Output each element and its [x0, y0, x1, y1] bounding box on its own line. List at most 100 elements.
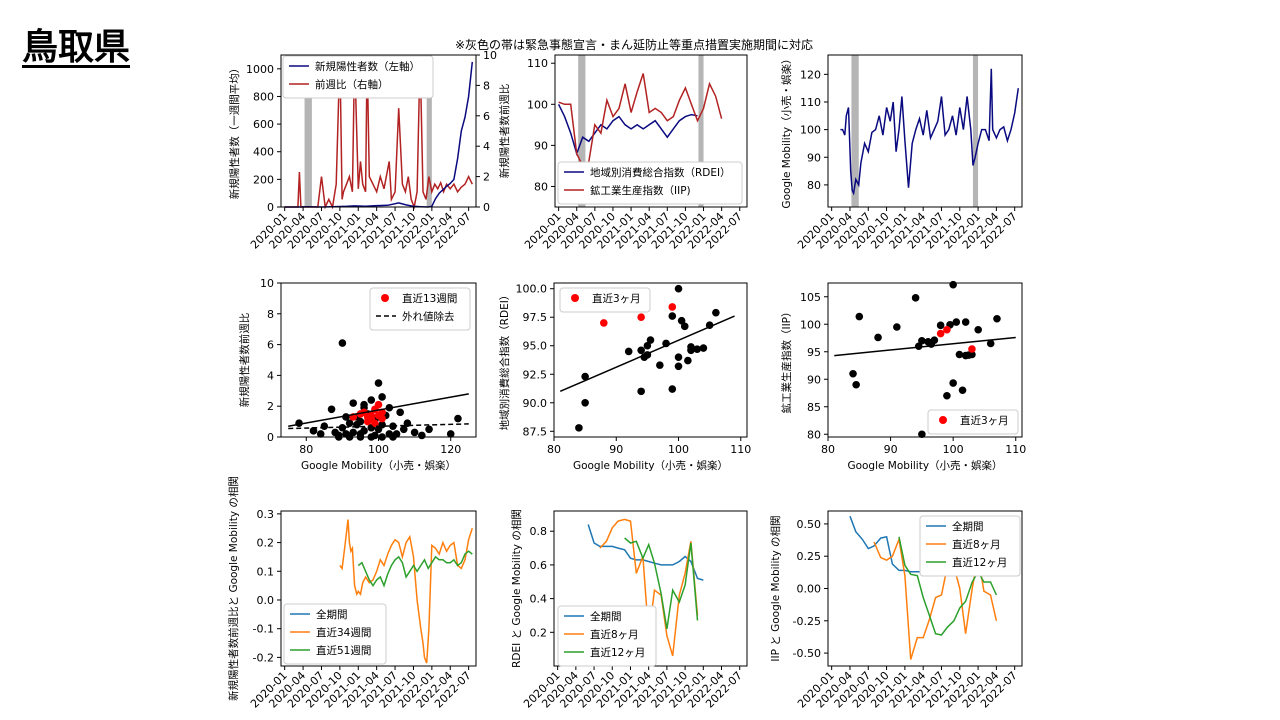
y2-tick-label: 8 — [483, 79, 490, 92]
point — [961, 318, 970, 326]
y2-tick-label: 10 — [483, 49, 497, 62]
y-tick-label: -0.25 — [793, 615, 821, 628]
point — [986, 339, 995, 348]
point — [668, 312, 677, 320]
point — [849, 369, 857, 378]
point — [396, 408, 404, 417]
point — [668, 385, 677, 393]
point — [952, 318, 961, 326]
legend-label: 外れ値除去 — [402, 310, 455, 323]
x-axis-label: Google Mobility（小売・娯楽） — [301, 459, 456, 472]
y-tick-label: 92.5 — [523, 368, 548, 381]
y-tick-label: 80 — [807, 428, 821, 441]
point — [334, 433, 343, 441]
point-recent — [637, 313, 645, 322]
y-tick-label: 95.0 — [523, 340, 548, 353]
y-tick-label: 85 — [807, 401, 821, 414]
point — [855, 312, 864, 321]
point — [446, 430, 455, 438]
point-recent — [668, 303, 677, 311]
legend-scatter-iip-box — [927, 409, 1019, 435]
point — [575, 424, 583, 432]
y-tick-label: 87.5 — [523, 425, 548, 438]
y-tick-label: 120 — [800, 68, 821, 81]
point — [349, 399, 358, 407]
y-tick-label: 90 — [807, 151, 821, 164]
point — [345, 419, 354, 427]
point — [316, 430, 325, 438]
x-tick-label: 90 — [609, 443, 623, 456]
y-axis-label: RDEI と Google Mobility の相関 — [510, 509, 523, 668]
legend-label: 前週比（右軸） — [315, 78, 389, 91]
point — [968, 350, 976, 359]
series-blue — [587, 524, 704, 581]
cases-frame — [280, 54, 477, 208]
y-tick-label: 100 — [800, 318, 821, 331]
point — [677, 316, 686, 325]
x-tick-label: 100 — [368, 443, 389, 456]
legend-label: 全期間 — [316, 608, 348, 621]
y-tick-label: 0.6 — [530, 559, 548, 572]
mobility-frame — [827, 54, 1023, 208]
point — [410, 428, 419, 437]
y-tick-label: 0.2 — [530, 626, 548, 639]
legend-label: 直近3ヶ月 — [960, 414, 1009, 427]
y-axis-label: IIP と Google Mobility の相関 — [769, 515, 782, 661]
point — [356, 433, 365, 441]
point-recent — [371, 419, 379, 427]
point — [309, 427, 318, 435]
point-recent — [600, 319, 608, 327]
y-tick-label: 80 — [807, 179, 821, 192]
y2-tick-label: 6 — [483, 110, 490, 123]
x-tick-label: 80 — [299, 443, 313, 456]
shaded-period — [426, 55, 432, 207]
point — [874, 333, 882, 342]
y-axis-label: 鉱工業生産指数（IIP） — [780, 306, 793, 413]
series-rdei — [557, 103, 698, 156]
point — [320, 422, 329, 431]
y2-axis-label: 新規陽性者数前週比 — [498, 84, 511, 179]
shaded-period — [851, 55, 859, 207]
point — [345, 433, 354, 441]
point — [699, 344, 708, 352]
y-tick-label: 400 — [253, 146, 274, 159]
point — [993, 314, 1001, 323]
point-recent — [968, 345, 976, 353]
x-tick-label: 110 — [1005, 443, 1026, 456]
point — [911, 294, 920, 302]
point-recent — [936, 329, 945, 338]
point — [918, 336, 926, 345]
y-tick-label: 0.25 — [797, 550, 822, 563]
point — [949, 280, 957, 289]
y-tick-label: 105 — [800, 291, 821, 304]
shaded-period — [304, 55, 312, 207]
shaded-period — [578, 55, 586, 207]
y-tick-label: 0 — [267, 431, 274, 444]
point — [637, 346, 645, 355]
y-tick-label: 0.00 — [797, 583, 822, 596]
point — [955, 350, 964, 359]
y-tick-label: 100 — [527, 98, 548, 111]
fit-line — [834, 336, 1016, 357]
point — [930, 336, 939, 345]
shaded-period — [698, 55, 704, 207]
point — [852, 380, 860, 389]
legend-scatter-cases-box — [369, 287, 471, 331]
x-tick-label: 90 — [884, 443, 898, 456]
y-tick-label: 800 — [253, 90, 274, 103]
legend-corr_cases-box — [283, 603, 387, 665]
point-recent — [363, 417, 372, 426]
point — [974, 325, 982, 334]
y-tick-label: 80 — [534, 180, 548, 193]
series-ratio — [284, 54, 473, 210]
point — [918, 430, 926, 439]
legend-label: 直近51週間 — [316, 644, 371, 657]
point — [693, 345, 701, 353]
point — [367, 396, 376, 404]
point — [367, 433, 376, 441]
fit-line-outliers-removed — [288, 423, 469, 430]
y-tick-label: 0.1 — [257, 565, 275, 578]
y-tick-label: -0.2 — [253, 651, 274, 664]
x-tick-label: 120 — [440, 443, 461, 456]
point — [914, 342, 923, 351]
